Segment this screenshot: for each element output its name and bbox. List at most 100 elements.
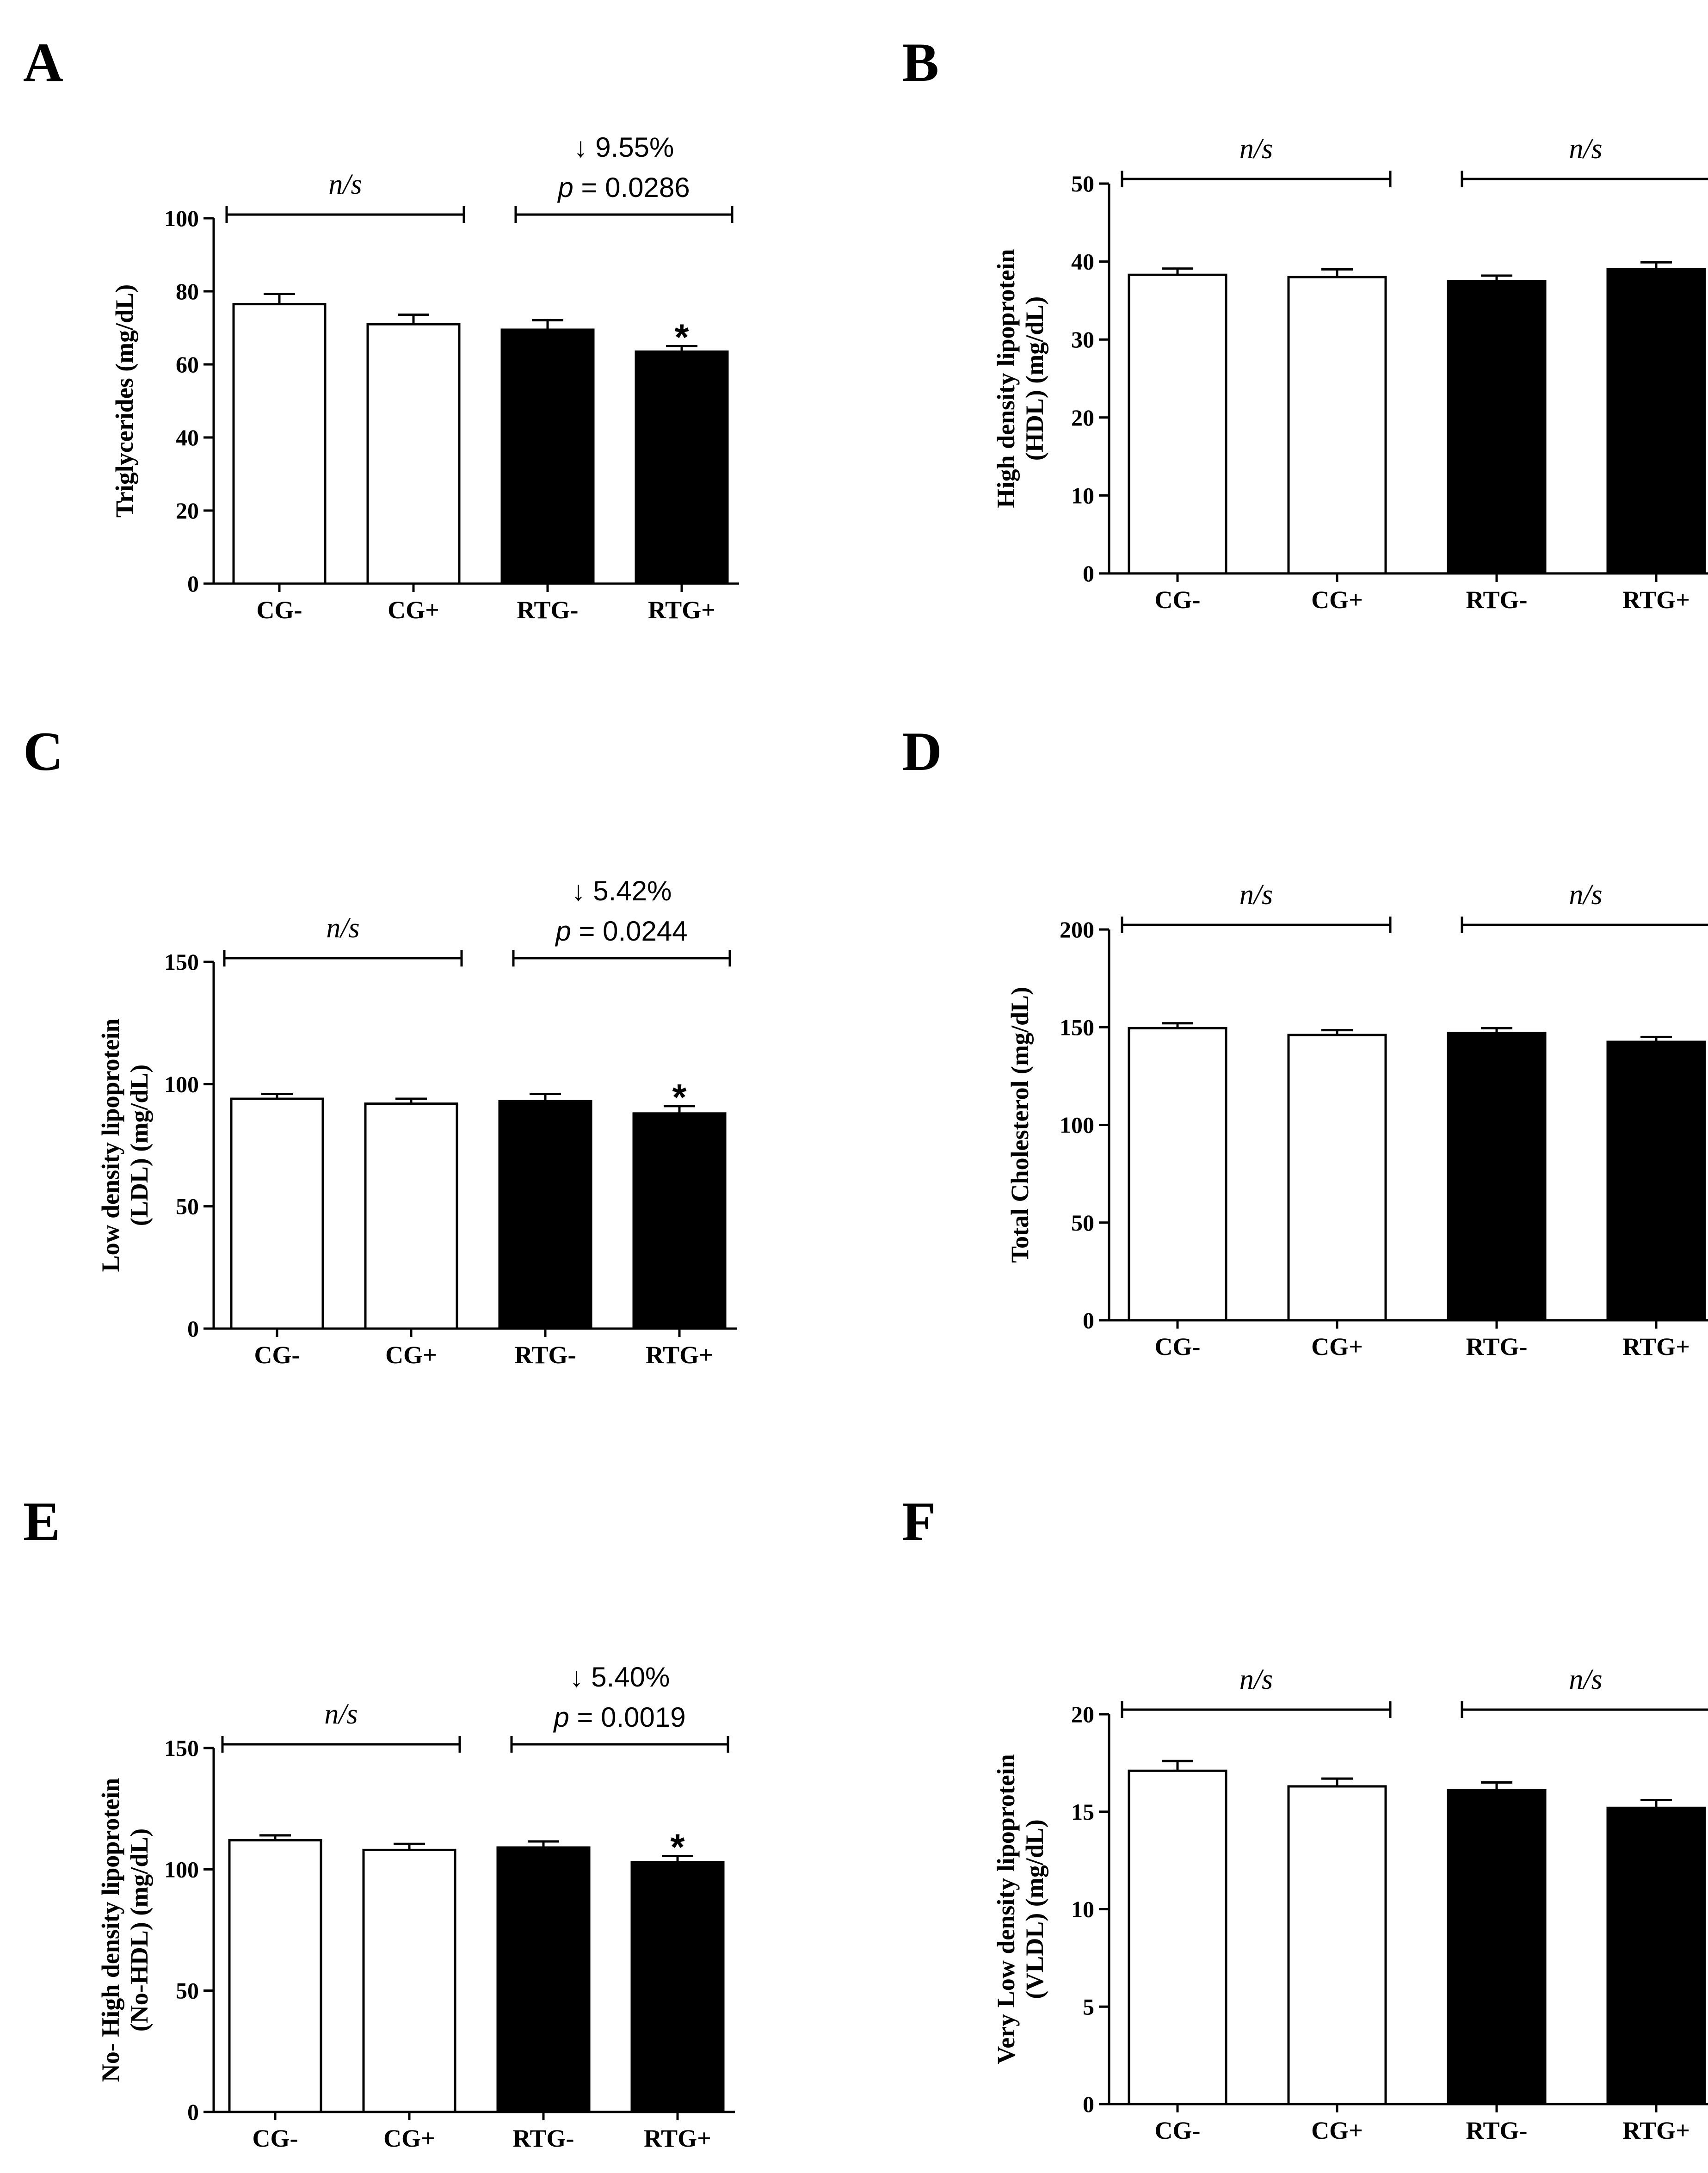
chart-f-y-tick-label: 0 (1083, 2091, 1094, 2117)
chart-a-percent-change: ↓ 9.55% (574, 132, 674, 163)
chart-b-category-label: RTG- (1466, 586, 1527, 614)
chart-a-category-label: RTG+ (648, 596, 715, 624)
chart-c-ns-label: n/s (326, 912, 359, 944)
chart-c-bar (364, 1102, 458, 1330)
chart-d-y-tick-label: 150 (1060, 1014, 1094, 1040)
chart-a-significance-star: * (674, 317, 689, 358)
chart-d-y-tick-label: 50 (1071, 1210, 1094, 1236)
chart-f-category-label: CG- (1155, 2117, 1201, 2144)
chart-e-y-axis-label: (No-HDL) (mg/dL) (125, 1828, 153, 2031)
chart-d-panel-letter: D (902, 720, 942, 782)
chart-a-panel-letter: A (23, 31, 63, 93)
chart-d-bar (1287, 1034, 1387, 1322)
chart-b-y-tick-label: 20 (1071, 405, 1094, 431)
chart-a-y-tick-label: 40 (176, 425, 199, 450)
chart-d-category-label: CG+ (1311, 1333, 1363, 1360)
chart-b-y-tick-label: 30 (1071, 326, 1094, 352)
chart-e: E 0 50 100 150 No- High density lipoprotein (N… (23, 1490, 735, 2152)
chart-c-y-axis-label: Low density lipoprotein (97, 1018, 124, 1272)
chart-f: F 0 5 10 15 20 Very Low density lipoprotein (VL… (902, 1490, 1708, 2144)
chart-f-bar (1606, 1806, 1706, 2105)
chart-c-y-tick-label: 100 (164, 1071, 199, 1097)
chart-a-category-label: CG- (257, 596, 302, 624)
chart-f-bar (1287, 1785, 1387, 2105)
chart-a-bar (366, 323, 461, 585)
chart-f-category-label: CG+ (1311, 2117, 1363, 2144)
chart-c-category-label: CG- (254, 1341, 300, 1369)
chart-f-ns-label: n/s (1569, 1664, 1602, 1695)
chart-d-category-label: RTG+ (1622, 1333, 1690, 1360)
chart-b-ns-label: n/s (1569, 133, 1602, 165)
chart-e-category-label: CG- (253, 2124, 298, 2152)
chart-c: C 0 50 100 150 Low density lipoprotein (LDL) (… (23, 720, 737, 1369)
chart-b-y-tick-label: 50 (1071, 171, 1094, 197)
chart-d-y-axis-label: Total Cholesterol (mg/dL) (1006, 987, 1034, 1263)
chart-d-y-tick-label: 100 (1060, 1112, 1094, 1138)
chart-d-ns-label: n/s (1569, 879, 1602, 911)
chart-b-y-axis-label: (HDL) (mg/dL) (1021, 296, 1048, 461)
chart-e-panel-letter: E (23, 1490, 60, 1552)
chart-e-percent-change: ↓ 5.40% (570, 1662, 670, 1693)
chart-e-bar (362, 1848, 456, 2113)
chart-a-y-tick-label: 0 (187, 571, 199, 597)
chart-b-bar (1447, 280, 1547, 575)
chart-f-y-axis-label: Very Low density lipoprotein (992, 1754, 1020, 2064)
chart-b-y-axis-label: High density lipoprotein (992, 249, 1020, 508)
chart-f-bar (1447, 1789, 1547, 2105)
chart-e-y-tick-label: 0 (187, 2099, 199, 2125)
chart-b-category-label: RTG+ (1622, 586, 1690, 614)
chart-e-significance-star: * (670, 1826, 685, 1867)
chart-e-category-label: CG+ (383, 2124, 435, 2152)
chart-c-panel-letter: C (23, 720, 63, 782)
chart-a-y-tick-label: 100 (164, 205, 199, 231)
chart-a: A 0 20 40 60 80 100 Triglycerides (mg/dL) CG- CG+… (23, 31, 739, 624)
chart-b-y-tick-label: 0 (1083, 560, 1094, 586)
chart-b-bar (1287, 276, 1387, 575)
chart-f-y-tick-label: 5 (1083, 1994, 1094, 2019)
chart-f-category-label: RTG+ (1622, 2117, 1690, 2144)
chart-f-y-tick-label: 10 (1071, 1896, 1094, 1922)
chart-e-y-tick-label: 50 (176, 1978, 199, 2004)
chart-c-percent-change: ↓ 5.42% (572, 875, 672, 906)
chart-a-bar (500, 328, 595, 585)
chart-a-p-value: p = 0.0286 (557, 172, 690, 203)
chart-d-bar (1447, 1032, 1547, 1322)
chart-e-bar (496, 1846, 591, 2113)
chart-d-category-label: CG- (1155, 1333, 1201, 1360)
chart-b-category-label: CG- (1155, 586, 1201, 614)
chart-d: D 0 50 100 150 200 Total Cholesterol (mg/dL) CG… (902, 720, 1708, 1360)
chart-c-y-tick-label: 0 (187, 1316, 199, 1342)
chart-d-bar (1606, 1040, 1706, 1322)
chart-f-panel-letter: F (902, 1490, 936, 1552)
chart-c-y-tick-label: 50 (176, 1194, 199, 1219)
chart-a-bar (232, 303, 327, 585)
chart-b-y-tick-label: 40 (1071, 249, 1094, 275)
chart-f-y-tick-label: 15 (1071, 1799, 1094, 1825)
chart-e-category-label: RTG+ (644, 2124, 711, 2152)
chart-e-bar (228, 1839, 322, 2113)
chart-e-y-tick-label: 100 (164, 1856, 199, 1882)
chart-d-ns-label: n/s (1239, 879, 1273, 911)
chart-a-y-axis-label: Triglycerides (mg/dL) (111, 284, 138, 517)
chart-d-category-label: RTG- (1466, 1333, 1527, 1360)
chart-c-bar (230, 1097, 324, 1330)
chart-a-category-label: CG+ (388, 596, 439, 624)
chart-c-significance-star: * (672, 1077, 687, 1118)
chart-e-ns-label: n/s (324, 1699, 358, 1730)
chart-c-category-label: RTG+ (646, 1341, 713, 1369)
chart-f-y-tick-label: 20 (1071, 1701, 1094, 1727)
chart-a-y-tick-label: 80 (176, 278, 199, 304)
chart-f-y-axis-label: (VLDL) (mg/dL) (1021, 1819, 1048, 1999)
chart-c-category-label: CG+ (385, 1341, 437, 1369)
chart-c-bar (498, 1100, 592, 1330)
chart-a-ns-label: n/s (328, 169, 362, 200)
chart-a-bar (635, 350, 729, 585)
chart-c-category-label: RTG- (514, 1341, 576, 1369)
chart-b-bar (1606, 268, 1706, 575)
chart-e-category-label: RTG- (512, 2124, 574, 2152)
chart-d-y-tick-label: 0 (1083, 1307, 1094, 1333)
chart-f-bar (1128, 1769, 1227, 2105)
chart-b-panel-letter: B (902, 31, 939, 93)
chart-a-y-tick-label: 60 (176, 351, 199, 377)
chart-d-y-tick-label: 200 (1060, 917, 1094, 942)
